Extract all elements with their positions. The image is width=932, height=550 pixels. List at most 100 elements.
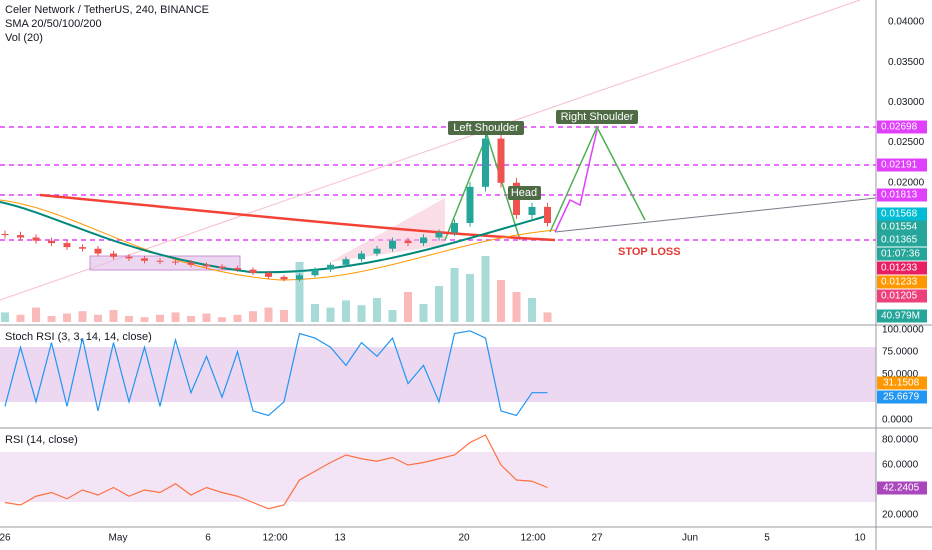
volume-bar <box>140 317 149 322</box>
panel-tick: 60.0000 <box>882 460 919 471</box>
annotation: Right Shoulder <box>561 111 634 123</box>
price-label: 0.01233 <box>881 263 918 274</box>
volume-bar <box>249 311 257 322</box>
time-tick: 20 <box>458 533 470 544</box>
candle-body <box>358 253 365 260</box>
volume-bar <box>419 304 428 322</box>
time-tick: Jun <box>682 533 698 544</box>
candle-body <box>420 237 427 244</box>
time-tick: 5 <box>764 533 770 544</box>
volume-bar <box>125 316 133 322</box>
candle-body <box>451 223 458 233</box>
volume-bar <box>171 312 180 322</box>
price-label-box <box>877 207 927 221</box>
stoch-k-line <box>4 330 548 417</box>
candle-body <box>79 247 86 249</box>
volume-bar <box>450 268 459 322</box>
candle-body <box>234 268 241 270</box>
volume-bar <box>481 256 490 322</box>
annotation-box <box>556 110 638 124</box>
price-label-box <box>877 247 927 261</box>
projection-triangle <box>549 125 646 233</box>
annotation: Head <box>511 187 537 199</box>
indicator-label: Vol (20) <box>5 32 43 44</box>
volume-bar <box>326 307 335 322</box>
price-label: 01:07:36 <box>881 249 920 260</box>
time-tick: May <box>109 533 128 544</box>
volume-bar <box>264 307 273 322</box>
candle-body <box>156 260 164 262</box>
stoch-band <box>0 347 876 402</box>
panel-tick: 75.0000 <box>882 346 919 357</box>
panel-title: Stoch RSI (3, 3, 14, 14, close) <box>5 331 152 343</box>
volume-bar <box>280 310 288 322</box>
candle-body <box>327 264 334 270</box>
neckline <box>554 197 877 233</box>
panel-label: 31.1508 <box>883 378 920 389</box>
sma-200 <box>39 193 556 242</box>
volume-bar <box>357 305 366 322</box>
candle-body <box>544 206 551 223</box>
candle-body <box>389 240 396 249</box>
rsi-band <box>0 452 876 502</box>
candle-body <box>218 266 226 269</box>
volume-bar <box>1 312 9 322</box>
candle-body <box>249 269 257 273</box>
volume-bar <box>435 286 443 322</box>
time-tick: 12:00 <box>262 533 287 544</box>
panel-label-box <box>877 390 927 404</box>
price-label-box <box>877 188 927 202</box>
price-label: 0.02698 <box>881 122 918 133</box>
panel-title: RSI (14, close) <box>5 434 78 446</box>
panel-tick: 80.0000 <box>882 435 919 446</box>
price-tick: 0.03000 <box>888 97 925 108</box>
volume-bar <box>94 314 102 322</box>
price-label-box <box>877 233 927 247</box>
time-tick: 13 <box>334 533 346 544</box>
price-label: 0.02191 <box>881 160 918 171</box>
price-label-box <box>877 289 927 303</box>
volume-bar <box>47 316 56 322</box>
candle-body <box>528 206 536 215</box>
projection-path <box>554 129 598 233</box>
price-label: 0.01813 <box>881 190 918 201</box>
price-tick: 0.04000 <box>888 17 925 28</box>
volume-bar <box>512 292 521 322</box>
price-label-box <box>877 158 927 172</box>
volume-bar <box>233 314 242 322</box>
candle-body <box>280 276 288 280</box>
annotation-box <box>448 121 524 135</box>
price-label-box <box>877 220 927 234</box>
candle-body <box>203 264 210 267</box>
panel-tick: 50.0000 <box>882 369 919 380</box>
volume-bar <box>187 316 195 322</box>
candle-body <box>497 138 505 183</box>
volume-bar <box>63 313 71 322</box>
candle-body <box>482 138 489 187</box>
volume-bar <box>218 317 226 322</box>
volume-bar <box>388 310 397 322</box>
volume-bar <box>342 300 350 322</box>
volume-bar <box>32 307 40 322</box>
time-tick: 26 <box>0 533 11 544</box>
candle-body <box>265 272 272 277</box>
candle-body <box>125 256 133 259</box>
candle-body <box>311 269 319 276</box>
volume-bar <box>202 313 211 322</box>
price-label: 0.01568 <box>881 209 918 220</box>
axes: 0.04000 0.03500 0.03000 0.02500 0.02000 0.026… <box>0 17 927 544</box>
candle-body <box>187 262 195 265</box>
candle-body <box>373 248 381 254</box>
candle-body <box>32 237 40 241</box>
time-tick: 12:00 <box>520 533 545 544</box>
pattern-fill <box>330 198 445 262</box>
annotation: STOP LOSS <box>618 246 681 258</box>
candle-body <box>342 259 350 265</box>
price-label: 0.01233 <box>881 277 918 288</box>
volume-bar <box>404 292 412 322</box>
candle-body <box>141 258 148 261</box>
annotation: Left Shoulder <box>453 122 519 134</box>
price-label: 0.01365 <box>881 235 918 246</box>
panel-label: 42.2405 <box>883 483 920 494</box>
